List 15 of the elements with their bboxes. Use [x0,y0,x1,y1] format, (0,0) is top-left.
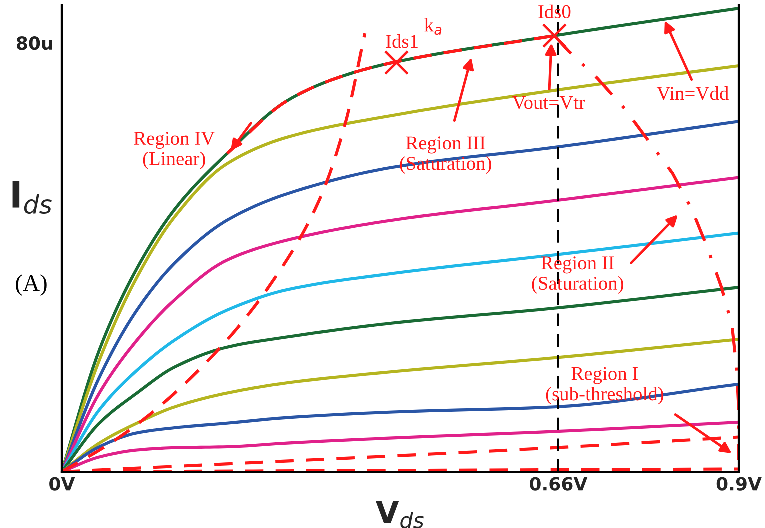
annotation: k$_{a}$ [424,18,442,36]
annotation: Region III (Saturation) [400,136,492,174]
annotation: Vin=Vdd [656,86,729,100]
annotation: Ids1 [386,34,418,48]
x-tick-label: 0.9V [716,477,762,491]
annotation: Ids0 [538,4,571,19]
annotation: Vout=Vtr [512,96,586,110]
annotation: Region I (sub-threshold) [546,367,664,405]
annotation: Region II (Saturation) [532,256,624,294]
annotation: Region IV (Linear) [134,132,215,170]
x-tick-label: 0.66V [530,477,588,491]
text: 80u [16,36,52,50]
text: (A) [16,274,47,296]
y-axis-title: I$_{ds}$ [12,181,52,214]
x-tick-label: 0V [50,477,76,491]
